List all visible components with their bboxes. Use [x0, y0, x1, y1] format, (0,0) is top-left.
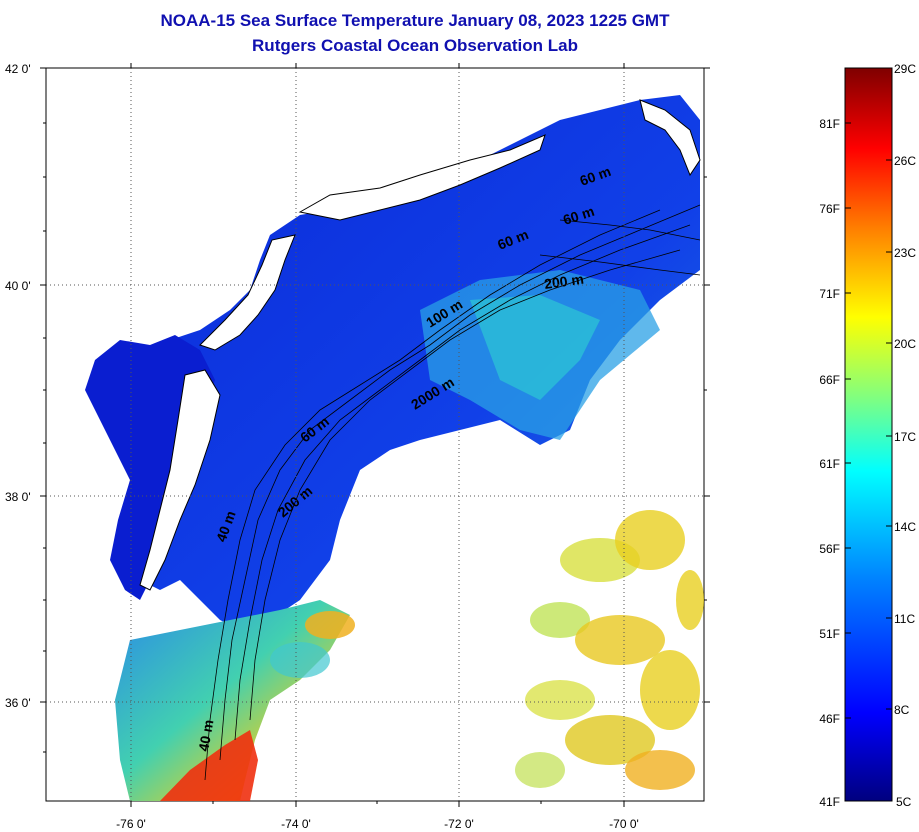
- frame-ticks: [40, 63, 710, 807]
- bathymetry-contours: [204, 204, 701, 781]
- lon-label: -74 0': [281, 817, 311, 831]
- colorbar-f-label: 61F: [819, 457, 840, 471]
- lat-label: 38 0': [5, 490, 31, 504]
- colorbar-f-label: 71F: [819, 287, 840, 301]
- colorbar-f-label: 41F: [819, 795, 840, 809]
- map-title: NOAA-15 Sea Surface Temperature January …: [160, 11, 670, 30]
- colorbar-c-label: 20C: [894, 337, 916, 351]
- slope-cyan-band: [470, 295, 600, 400]
- offshore-warm-patches: [270, 510, 704, 790]
- colorbar-c-label: 8C: [894, 703, 910, 717]
- colorbar-ticks: [845, 122, 892, 719]
- colorbar-f-label: 81F: [819, 117, 840, 131]
- colorbar-c-label: 23C: [894, 246, 916, 260]
- colorbar-f-label: 76F: [819, 202, 840, 216]
- lat-label: 40 0': [5, 279, 31, 293]
- colorbar-c-label: 11C: [894, 612, 915, 626]
- map-content: 60 m 60 m 60 m 200 m 100 m 2000 m 60 m 2…: [85, 95, 704, 801]
- colorbar-c-label: 29C: [894, 62, 916, 76]
- colorbar-c-label: 5C: [896, 795, 912, 809]
- lon-label: -76 0': [116, 817, 146, 831]
- contour-label: 200 m: [543, 271, 585, 292]
- new-jersey-coast: [199, 234, 296, 351]
- lat-label: 42 0': [5, 62, 31, 76]
- lon-label: -72 0': [444, 817, 474, 831]
- colorbar-c-label: 14C: [894, 520, 916, 534]
- colorbar-f-label: 46F: [819, 712, 840, 726]
- colorbar-c-label: 17C: [894, 430, 916, 444]
- lon-label: -70 0': [609, 817, 639, 831]
- colorbar-f-label: 66F: [819, 373, 840, 387]
- temperature-colorbar: [844, 67, 893, 802]
- long-island: [298, 134, 546, 221]
- contour-label: 40 m: [195, 718, 216, 752]
- cape-cod: [639, 99, 701, 177]
- lat-label: 36 0': [5, 696, 31, 710]
- graticule: [46, 68, 704, 801]
- coastline: [139, 99, 701, 591]
- map-subtitle: Rutgers Coastal Ocean Observation Lab: [252, 36, 578, 55]
- colorbar-f-label: 51F: [819, 627, 840, 641]
- gulf-stream-hot-core: [160, 730, 258, 801]
- delmarva-peninsula: [139, 369, 221, 591]
- colorbar-f-label: 56F: [819, 542, 840, 556]
- colorbar-c-label: 26C: [894, 154, 916, 168]
